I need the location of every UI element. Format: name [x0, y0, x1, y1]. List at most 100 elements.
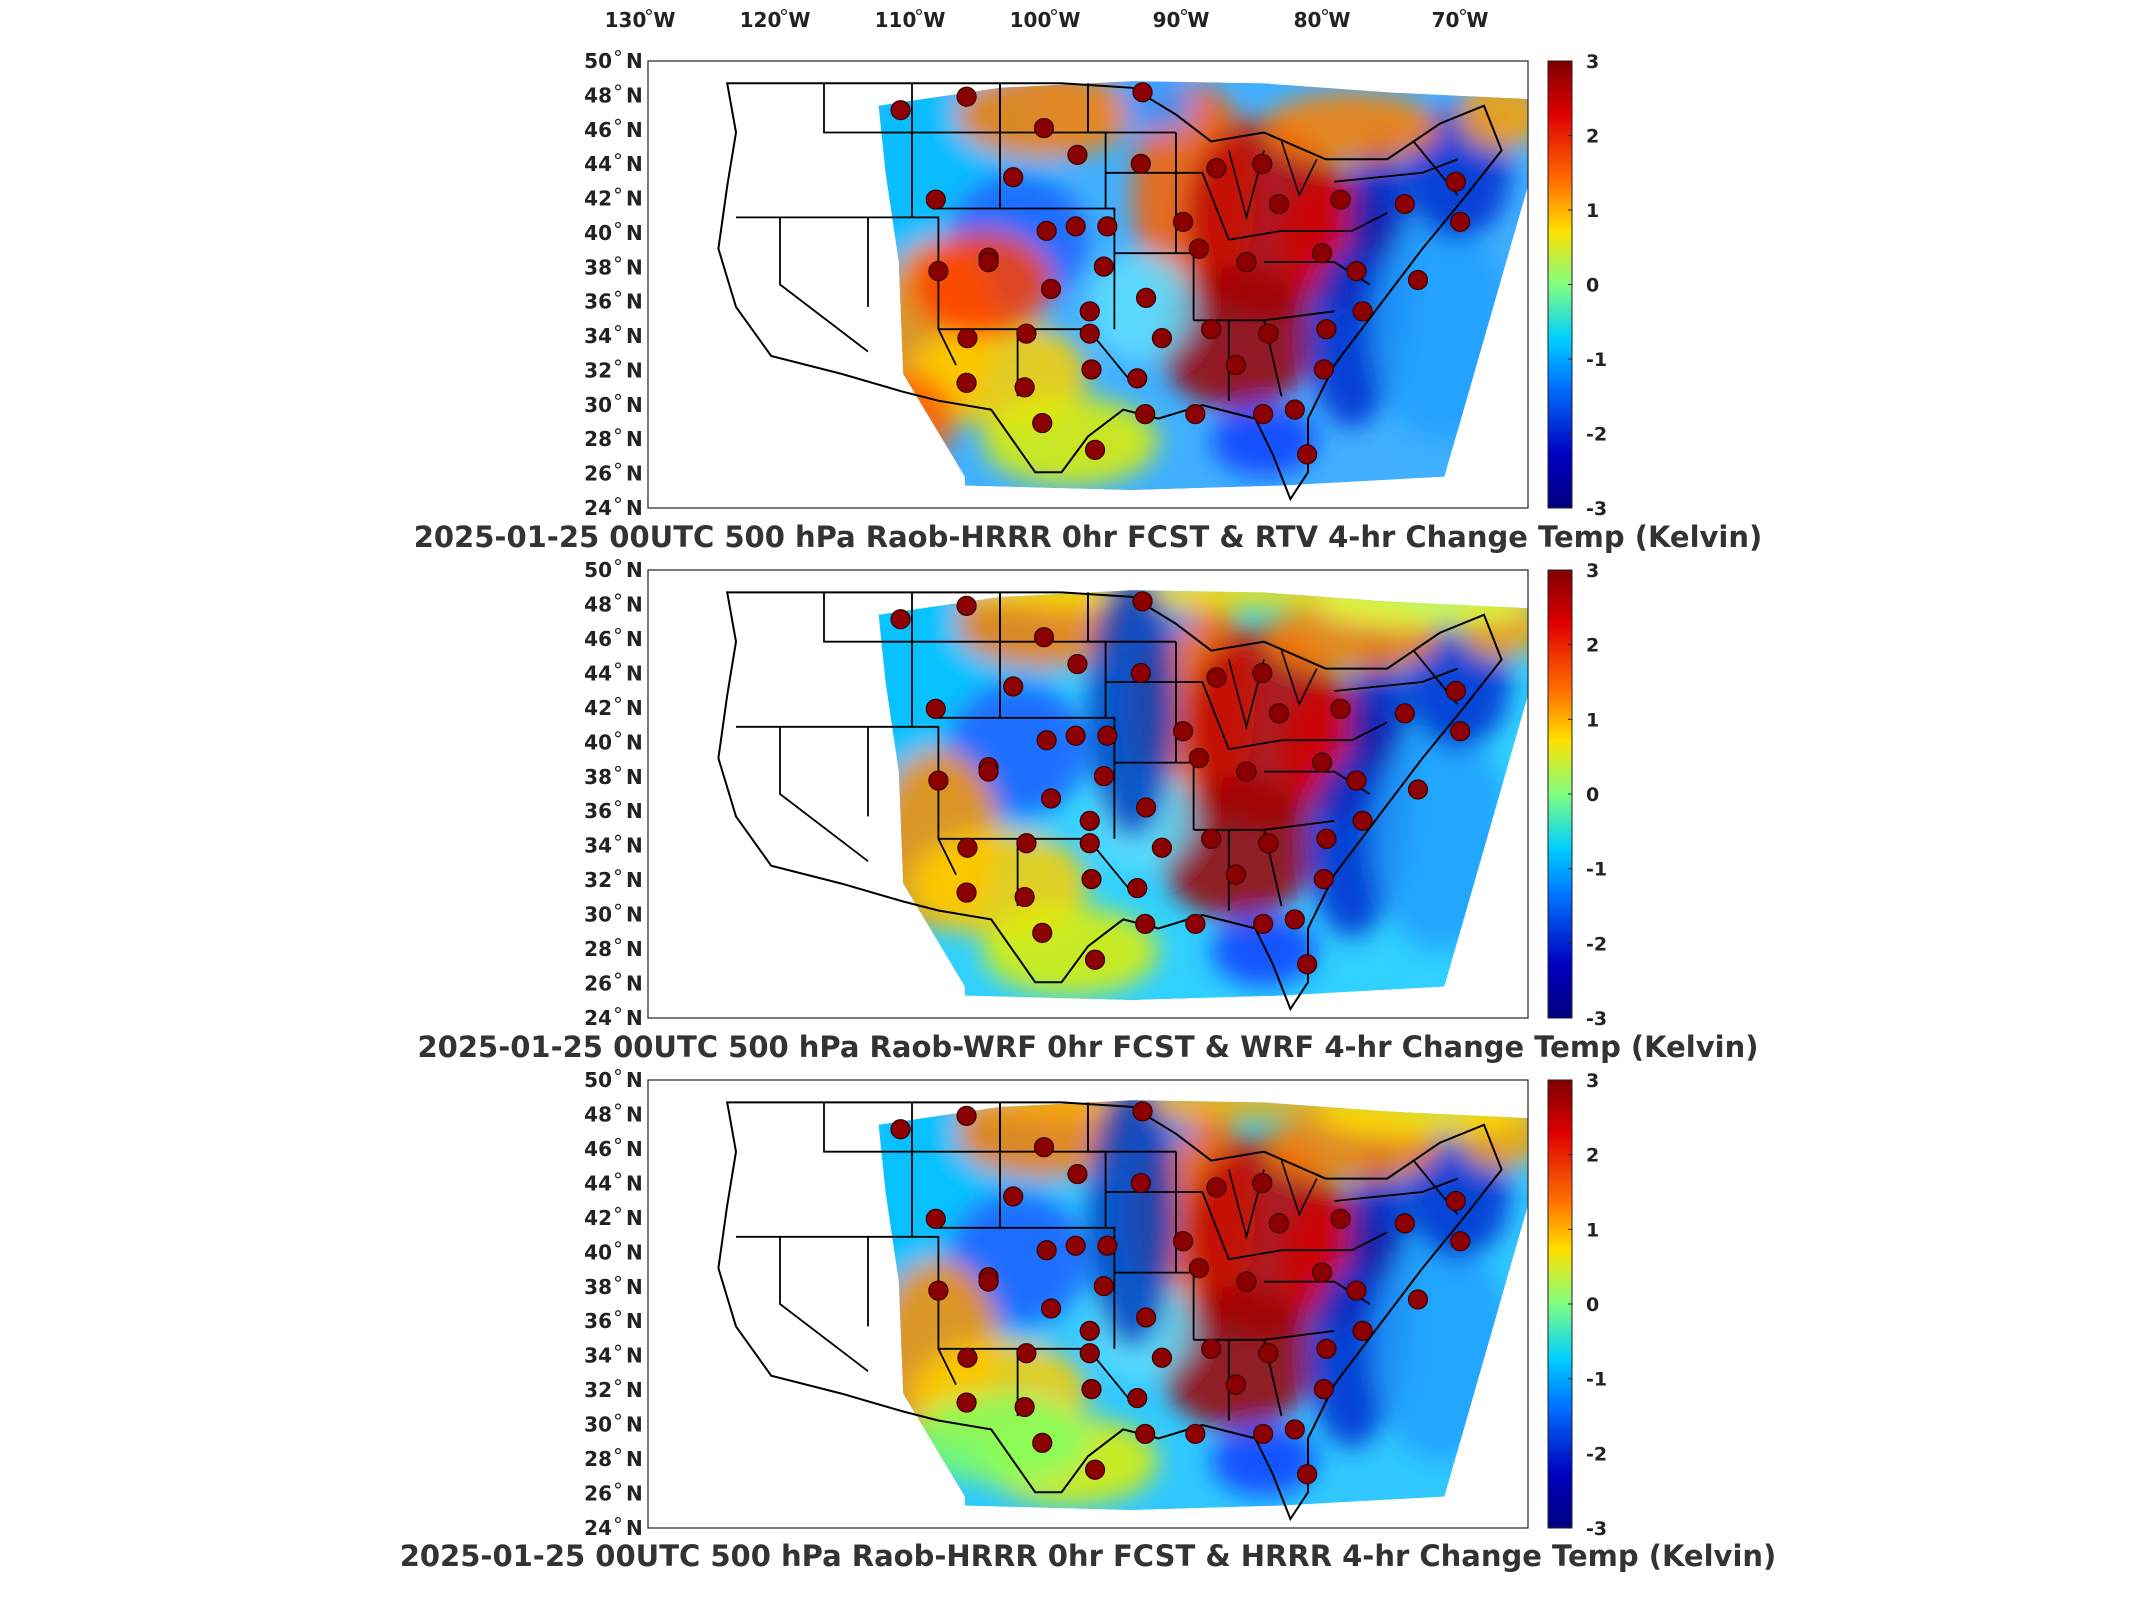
latitude-label: 30 N	[584, 393, 643, 417]
raob-station	[1346, 260, 1367, 282]
degree-symbol	[614, 1172, 622, 1179]
raob-station	[957, 1347, 978, 1368]
raob-station	[1330, 1208, 1351, 1229]
latitude-value: 30	[584, 903, 612, 927]
us-outline	[717, 82, 1503, 502]
degree-symbol	[614, 662, 622, 669]
raob-station	[1032, 922, 1053, 943]
raob-station	[956, 595, 977, 616]
longitude-value: 130 W	[605, 8, 676, 32]
colorbar-tick-label: -2	[1586, 424, 1607, 446]
latitude-value: 26	[584, 1482, 612, 1506]
latitude-direction: N	[626, 661, 643, 685]
raob-station	[1033, 627, 1055, 648]
degree-symbol	[915, 8, 923, 16]
latitude-label: 26 N	[584, 462, 643, 486]
latitude-direction: N	[626, 1206, 643, 1230]
field-blob	[1211, 405, 1317, 477]
latitude-direction: N	[626, 83, 643, 107]
latitude-value: 44	[584, 661, 612, 685]
state-line	[1334, 158, 1458, 183]
degree-symbol	[614, 1516, 622, 1524]
raob-station	[1185, 1423, 1206, 1445]
longitude-label: 130 W	[605, 8, 676, 32]
raob-station	[1065, 216, 1086, 237]
longitude-label: 70 W	[1432, 8, 1489, 32]
degree-symbol	[614, 393, 622, 400]
colorbar-tick-label: -2	[1586, 1443, 1607, 1465]
raob-station	[1067, 1163, 1088, 1185]
latitude-label: 42 N	[584, 1206, 643, 1230]
raob-station	[1081, 359, 1102, 380]
raob-station	[1185, 404, 1206, 425]
latitude-direction: N	[626, 393, 643, 417]
latitude-value: 50	[584, 1068, 612, 1092]
raob-station	[1151, 1347, 1173, 1368]
state-line	[1105, 1191, 1282, 1261]
latitude-value: 48	[584, 83, 612, 107]
latitude-direction: N	[626, 1240, 643, 1264]
latitude-direction: N	[626, 255, 643, 279]
longitude-value: 100 W	[1010, 8, 1081, 32]
raob-station	[1032, 412, 1053, 434]
raob-station	[1258, 1343, 1279, 1364]
state-line	[779, 1236, 869, 1372]
latitude-value: 32	[584, 868, 612, 892]
raob-station	[1352, 810, 1373, 831]
latitude-value: 36	[584, 290, 612, 314]
raob-station	[1151, 328, 1173, 349]
raob-station	[1079, 833, 1100, 854]
raob-station	[1225, 864, 1246, 885]
latitude-label: 46 N	[584, 1137, 643, 1161]
raob-station	[1016, 323, 1037, 344]
raob-station	[928, 1280, 949, 1301]
latitude-value: 40	[584, 1240, 612, 1264]
latitude-label: 36 N	[584, 799, 643, 823]
latitude-label: 48 N	[584, 1102, 643, 1126]
state-line	[1087, 592, 1176, 643]
colorbar-tick-label: 1	[1586, 1219, 1599, 1241]
great-lakes	[1280, 1160, 1318, 1217]
raob-station	[1084, 1459, 1106, 1480]
latitude-direction: N	[626, 49, 643, 73]
raob-station	[1188, 748, 1209, 769]
degree-symbol	[614, 731, 622, 738]
raob-station	[1330, 698, 1351, 719]
latitude-value: 48	[584, 592, 612, 616]
latitude-direction: N	[626, 696, 643, 720]
degree-symbol	[614, 1344, 622, 1351]
raob-station	[925, 189, 946, 210]
raob-station	[1297, 1464, 1318, 1485]
state-line	[1281, 212, 1388, 232]
field-blob	[1211, 914, 1317, 987]
latitude-value: 34	[584, 834, 612, 858]
latitude-direction: N	[626, 496, 643, 520]
colorbar-tick-label: 1	[1586, 200, 1599, 222]
degree-symbol	[614, 118, 622, 125]
degree-symbol	[614, 1103, 622, 1110]
state-line	[1000, 716, 1116, 839]
raob-station	[1040, 1298, 1062, 1319]
colorbar-tick-label: -1	[1586, 1369, 1607, 1391]
raob-station	[890, 609, 911, 630]
raob-station	[1135, 913, 1156, 935]
degree-symbol	[1180, 8, 1188, 16]
raob-station	[1445, 680, 1466, 702]
state-line	[823, 1102, 913, 1153]
latitude-label: 28 N	[584, 1447, 643, 1471]
raob-station	[1316, 319, 1337, 340]
raob-station	[1407, 1289, 1429, 1310]
latitude-direction: N	[626, 765, 643, 789]
latitude-value: 26	[584, 462, 612, 486]
longitude-label: 120 W	[740, 8, 811, 32]
latitude-direction: N	[626, 1006, 643, 1030]
raob-station	[1445, 1190, 1466, 1212]
raob-station	[956, 1105, 977, 1126]
longitude-label: 110 W	[875, 8, 946, 32]
latitude-label: 36 N	[584, 1309, 643, 1333]
latitude-label: 36 N	[584, 290, 643, 314]
raob-station	[1206, 158, 1227, 179]
degree-symbol	[614, 256, 622, 263]
latitude-label: 46 N	[584, 118, 643, 142]
